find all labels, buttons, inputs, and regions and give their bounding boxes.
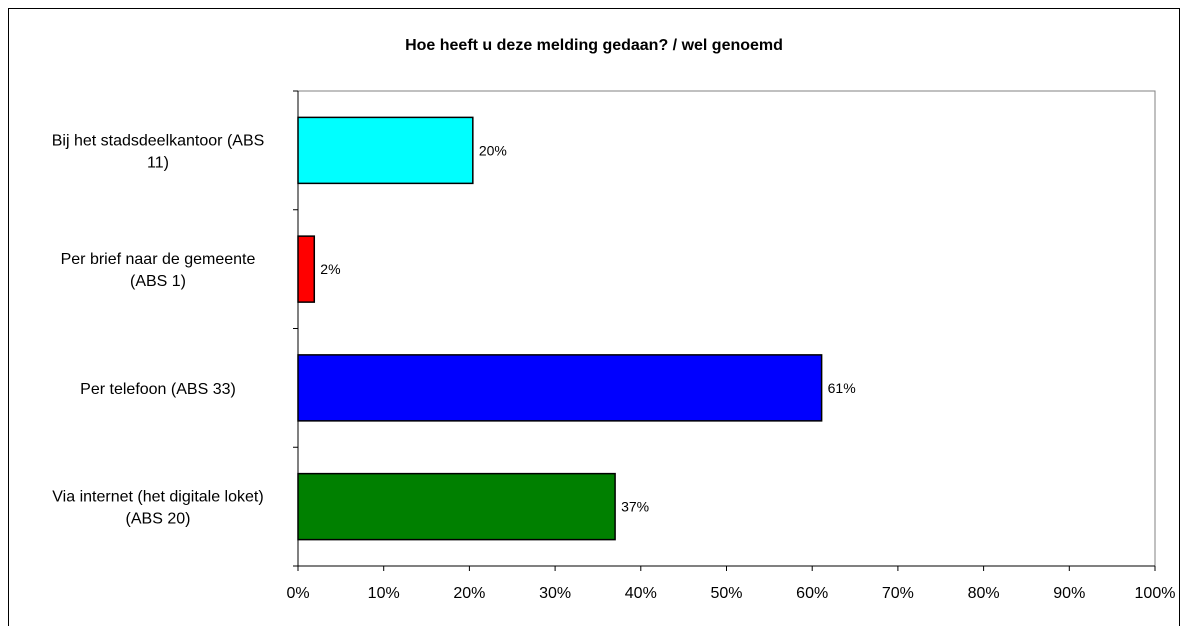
x-tick-label: 60% <box>796 585 828 602</box>
category-label: Via internet (het digitale loket) (ABS 20… <box>52 489 263 528</box>
x-tick-label: 10% <box>368 585 400 602</box>
axes <box>293 90 1156 571</box>
category-label: Bij het stadsdeelkantoor (ABS 11) <box>52 132 265 171</box>
category-label-line: (ABS 1) <box>130 273 186 290</box>
x-tick-label: 0% <box>286 585 309 602</box>
category-label: Per telefoon (ABS 33) <box>80 381 236 398</box>
category-label-line: 11) <box>147 154 169 171</box>
bars <box>297 116 823 541</box>
x-tick-label: 70% <box>882 585 914 602</box>
category-labels: Bij het stadsdeelkantoor (ABS 11) Per brie… <box>52 132 265 527</box>
data-label: 2% <box>320 261 340 277</box>
data-label: 61% <box>828 380 856 396</box>
x-tick-label: 100% <box>1135 585 1176 602</box>
x-tick-label: 80% <box>968 585 1000 602</box>
category-label-line: Bij het stadsdeelkantoor (ABS <box>52 132 265 149</box>
bar <box>297 354 823 422</box>
category-label-line: (ABS 20) <box>126 511 191 528</box>
data-label: 37% <box>621 499 649 515</box>
x-tick-label: 30% <box>539 585 571 602</box>
bar <box>297 235 316 303</box>
category-label: Per brief naar de gemeente (ABS 1) <box>61 251 256 290</box>
category-label-line: Via internet (het digitale loket) <box>52 489 263 506</box>
data-labels: 20% 2% 61% 37% <box>320 142 855 514</box>
category-label-line: Per telefoon (ABS 33) <box>80 381 236 398</box>
category-label-line: Per brief naar de gemeente <box>61 251 256 268</box>
x-tick-label: 90% <box>1053 585 1085 602</box>
bar <box>297 116 474 185</box>
x-tick-labels: 0% 10% 20% 30% 40% 50% 60% 70% 80% 90% 100% <box>286 585 1175 602</box>
chart-title: Hoe heeft u deze melding gedaan? / wel g… <box>405 37 783 54</box>
data-label: 20% <box>479 142 507 158</box>
x-tick-label: 20% <box>453 585 485 602</box>
x-tick-label: 40% <box>625 585 657 602</box>
bar <box>297 472 616 541</box>
x-tick-label: 50% <box>710 585 742 602</box>
